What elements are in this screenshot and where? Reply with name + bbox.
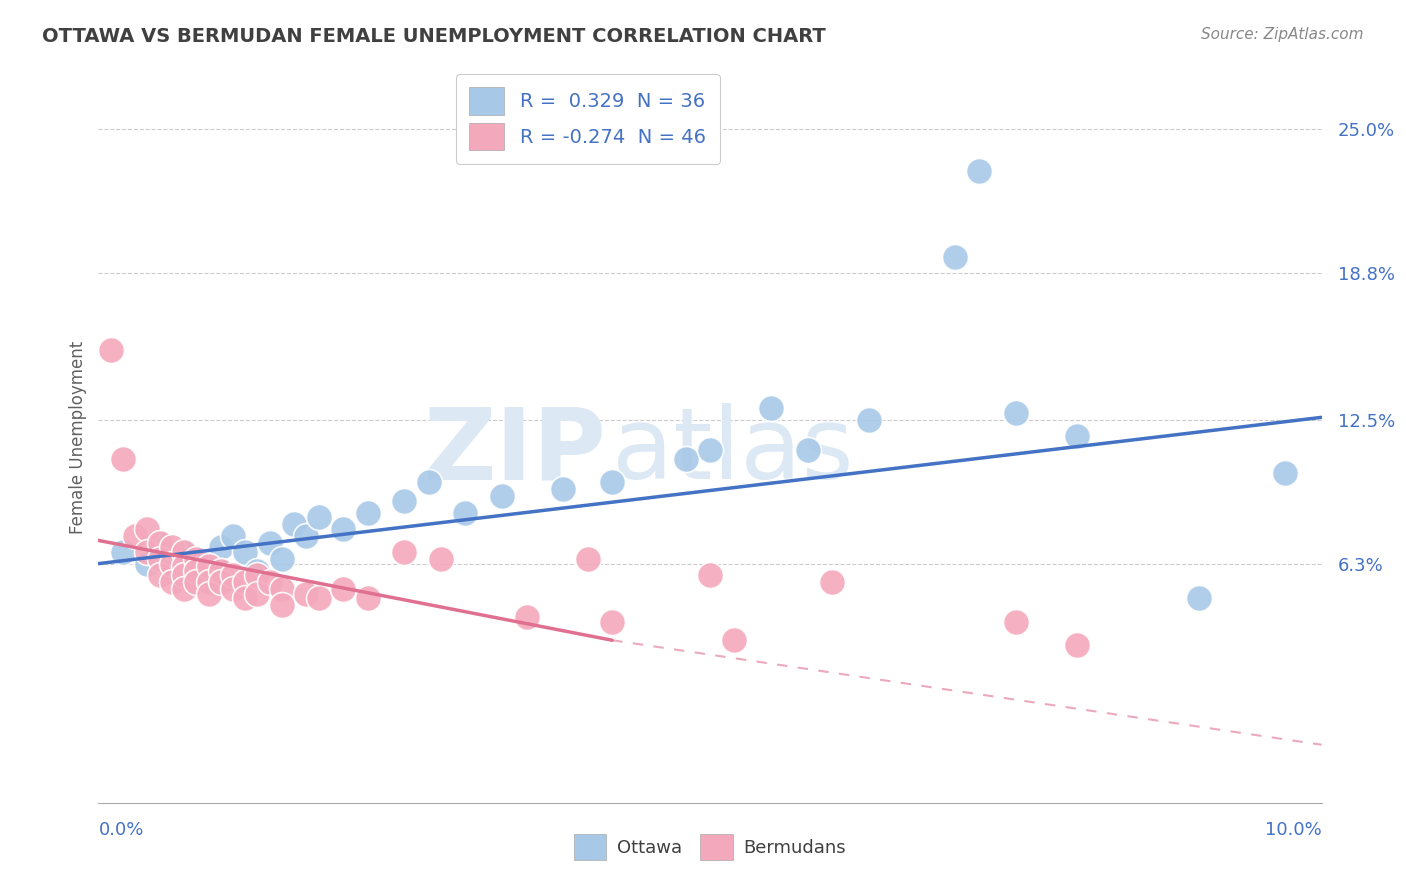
- Legend: Ottawa, Bermudans: Ottawa, Bermudans: [567, 827, 853, 867]
- Point: [1188, 591, 1211, 606]
- Point: [699, 442, 721, 457]
- Point: [233, 591, 256, 606]
- Point: [111, 452, 134, 467]
- Point: [186, 552, 208, 566]
- Point: [186, 552, 208, 566]
- Point: [222, 568, 245, 582]
- Point: [600, 475, 623, 490]
- Point: [222, 582, 245, 597]
- Point: [332, 582, 354, 597]
- Point: [246, 564, 269, 578]
- Point: [197, 558, 219, 573]
- Point: [332, 522, 354, 536]
- Point: [160, 557, 183, 571]
- Point: [675, 452, 697, 467]
- Point: [723, 633, 745, 648]
- Point: [821, 575, 844, 590]
- Point: [295, 529, 318, 543]
- Y-axis label: Female Unemployment: Female Unemployment: [69, 341, 87, 533]
- Point: [270, 552, 292, 566]
- Point: [1004, 406, 1026, 420]
- Point: [136, 557, 159, 571]
- Point: [197, 557, 219, 571]
- Point: [392, 494, 416, 508]
- Point: [136, 522, 159, 536]
- Point: [967, 164, 990, 178]
- Point: [283, 517, 305, 532]
- Point: [209, 575, 232, 590]
- Point: [149, 568, 172, 582]
- Text: ZIP: ZIP: [423, 403, 606, 500]
- Text: OTTAWA VS BERMUDAN FEMALE UNEMPLOYMENT CORRELATION CHART: OTTAWA VS BERMUDAN FEMALE UNEMPLOYMENT C…: [42, 27, 825, 45]
- Point: [308, 510, 330, 524]
- Text: 0.0%: 0.0%: [98, 822, 143, 839]
- Point: [1004, 615, 1026, 629]
- Point: [197, 587, 219, 601]
- Point: [259, 535, 281, 549]
- Point: [160, 541, 183, 555]
- Point: [173, 568, 195, 582]
- Point: [356, 591, 378, 606]
- Point: [209, 564, 232, 578]
- Point: [259, 575, 281, 590]
- Point: [454, 506, 477, 520]
- Point: [418, 475, 440, 490]
- Point: [160, 575, 183, 590]
- Point: [209, 541, 232, 555]
- Point: [943, 250, 966, 264]
- Point: [858, 412, 880, 426]
- Point: [797, 442, 820, 457]
- Point: [233, 545, 256, 559]
- Point: [270, 599, 292, 613]
- Point: [149, 552, 172, 566]
- Point: [173, 545, 195, 559]
- Point: [222, 529, 245, 543]
- Point: [233, 575, 256, 590]
- Point: [186, 575, 208, 590]
- Point: [308, 591, 330, 606]
- Point: [149, 535, 172, 549]
- Text: 10.0%: 10.0%: [1265, 822, 1322, 839]
- Point: [516, 610, 538, 624]
- Point: [100, 343, 122, 357]
- Point: [699, 568, 721, 582]
- Point: [295, 587, 318, 601]
- Point: [173, 558, 195, 573]
- Point: [173, 545, 195, 559]
- Point: [160, 564, 183, 578]
- Point: [600, 615, 623, 629]
- Point: [430, 552, 453, 566]
- Point: [759, 401, 782, 415]
- Text: Source: ZipAtlas.com: Source: ZipAtlas.com: [1201, 27, 1364, 42]
- Point: [270, 582, 292, 597]
- Point: [173, 582, 195, 597]
- Point: [136, 545, 159, 559]
- Point: [576, 552, 599, 566]
- Point: [209, 564, 232, 578]
- Point: [356, 506, 378, 520]
- Point: [1066, 429, 1088, 443]
- Point: [197, 575, 219, 590]
- Point: [491, 489, 513, 503]
- Point: [246, 568, 269, 582]
- Point: [124, 529, 146, 543]
- Point: [186, 564, 208, 578]
- Point: [553, 483, 575, 497]
- Point: [1274, 466, 1296, 480]
- Point: [392, 545, 416, 559]
- Text: atlas: atlas: [612, 403, 853, 500]
- Point: [246, 587, 269, 601]
- Point: [111, 545, 134, 559]
- Point: [1066, 638, 1088, 652]
- Point: [149, 535, 172, 549]
